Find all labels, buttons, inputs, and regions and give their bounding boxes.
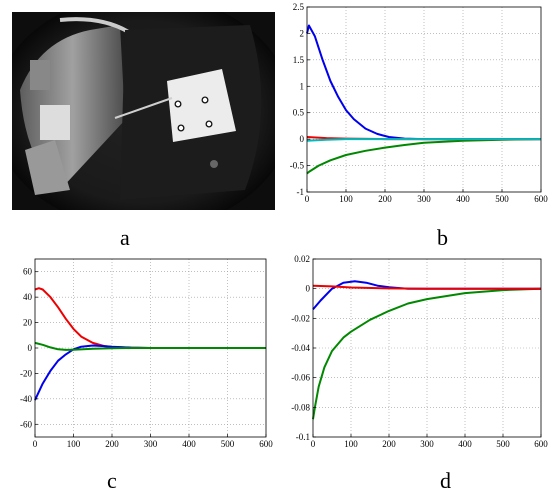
x-tick-label: 100 (67, 439, 81, 449)
y-tick-label: -0.5 (290, 161, 305, 171)
chart-panel-d: 0 100 200 300 400 500 600 -0.1 -0.08 -0.06 -0.04 -0… (291, 254, 548, 449)
y-tick-label: -40 (20, 394, 32, 404)
panel-label-d: d (440, 468, 451, 493)
x-tick-label: 500 (221, 439, 235, 449)
chart-panel-b: 0 100 200 300 400 500 600 -1 -0.5 0 0.5 1 1.5 2 2.5 (290, 2, 549, 204)
series-line-1 (34, 287, 266, 349)
x-tick-label: 500 (496, 439, 510, 449)
y-tick-label: 0.5 (293, 108, 305, 118)
x-tick-label: 600 (534, 439, 548, 449)
y-tick-label: 20 (23, 318, 33, 328)
x-tick-label: 400 (458, 439, 472, 449)
y-tick-label: -0.08 (291, 402, 310, 412)
target-board (167, 69, 236, 142)
y-tick-label: 40 (23, 292, 33, 302)
y-tick-label: -0.06 (291, 373, 310, 383)
y-tick-label: 0 (306, 284, 311, 294)
series-line-1 (312, 287, 542, 420)
x-tick-label: 600 (259, 439, 273, 449)
x-tick-label: 200 (382, 439, 396, 449)
x-tick-label: 0 (305, 194, 310, 204)
x-tick-label: 300 (144, 439, 158, 449)
series-line-4 (306, 138, 541, 142)
y-tick-label: 60 (23, 267, 33, 277)
y-tick-label: 0.02 (294, 254, 310, 264)
x-tick-label: 100 (339, 194, 353, 204)
y-tick-label: 2 (300, 28, 305, 38)
panel-label-c: c (107, 468, 117, 493)
y-tick-label: 2.5 (293, 2, 305, 12)
y-tick-label: -20 (20, 368, 32, 378)
chart-panel-c: 0 100 200 300 400 500 600 -60 -40 -20 0 20 40 60 (20, 258, 273, 449)
room-window (40, 105, 70, 140)
panel-a-photo (12, 12, 275, 210)
x-tick-label: 400 (456, 194, 470, 204)
x-tick-label: 400 (182, 439, 196, 449)
x-tick-label: 500 (495, 194, 509, 204)
y-tick-label: 1 (300, 81, 305, 91)
y-tick-label: -1 (297, 187, 305, 197)
y-tick-label: -0.04 (291, 343, 310, 353)
y-tick-label: 0 (28, 343, 33, 353)
robot-arm (114, 97, 173, 119)
x-tick-label: 600 (534, 194, 548, 204)
series-line-3 (312, 284, 541, 290)
x-tick-label: 100 (344, 439, 358, 449)
y-tick-label: -0.1 (296, 432, 310, 442)
panel-label-a: a (120, 225, 130, 250)
y-tick-label: -60 (20, 419, 32, 429)
target-dot (175, 101, 181, 107)
series-line-3 (34, 341, 266, 351)
x-tick-label: 200 (105, 439, 119, 449)
x-tick-label: 300 (417, 194, 431, 204)
x-tick-label: 0 (33, 439, 38, 449)
panel-label-b: b (437, 225, 448, 250)
y-tick-label: 0 (300, 134, 305, 144)
y-tick-label: -0.02 (291, 313, 310, 323)
y-tick-label: 1.5 (293, 55, 305, 65)
x-tick-label: 200 (378, 194, 392, 204)
series-line-2 (306, 138, 542, 175)
x-tick-label: 300 (420, 439, 434, 449)
x-tick-label: 0 (311, 439, 316, 449)
